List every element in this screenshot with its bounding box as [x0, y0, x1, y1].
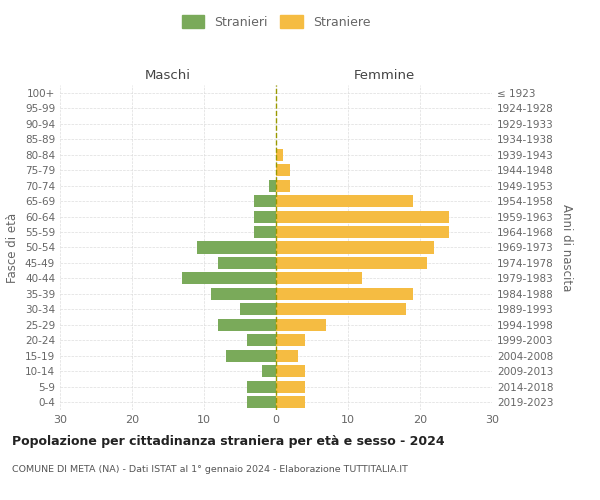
Bar: [276, 288, 413, 300]
Bar: [276, 304, 406, 316]
Bar: [276, 242, 434, 254]
Bar: [276, 396, 305, 408]
Text: Popolazione per cittadinanza straniera per età e sesso - 2024: Popolazione per cittadinanza straniera p…: [12, 435, 445, 448]
Bar: [211, 288, 276, 300]
Y-axis label: Fasce di età: Fasce di età: [7, 212, 19, 282]
Bar: [276, 334, 305, 346]
Bar: [276, 257, 427, 269]
Legend: Stranieri, Straniere: Stranieri, Straniere: [178, 11, 374, 32]
Bar: [276, 210, 449, 222]
Bar: [276, 272, 362, 284]
Text: Femmine: Femmine: [353, 70, 415, 82]
Bar: [197, 242, 276, 254]
Bar: [276, 195, 413, 207]
Bar: [254, 195, 276, 207]
Bar: [254, 210, 276, 222]
Bar: [262, 366, 276, 378]
Bar: [276, 350, 298, 362]
Bar: [247, 334, 276, 346]
Bar: [254, 226, 276, 238]
Bar: [276, 319, 326, 331]
Bar: [276, 148, 283, 160]
Bar: [269, 180, 276, 192]
Bar: [240, 304, 276, 316]
Bar: [226, 350, 276, 362]
Bar: [276, 226, 449, 238]
Bar: [182, 272, 276, 284]
Text: Maschi: Maschi: [145, 70, 191, 82]
Bar: [276, 366, 305, 378]
Bar: [218, 319, 276, 331]
Y-axis label: Anni di nascita: Anni di nascita: [560, 204, 573, 291]
Bar: [276, 180, 290, 192]
Text: COMUNE DI META (NA) - Dati ISTAT al 1° gennaio 2024 - Elaborazione TUTTITALIA.IT: COMUNE DI META (NA) - Dati ISTAT al 1° g…: [12, 465, 408, 474]
Bar: [276, 164, 290, 176]
Bar: [218, 257, 276, 269]
Bar: [247, 396, 276, 408]
Bar: [276, 381, 305, 393]
Bar: [247, 381, 276, 393]
